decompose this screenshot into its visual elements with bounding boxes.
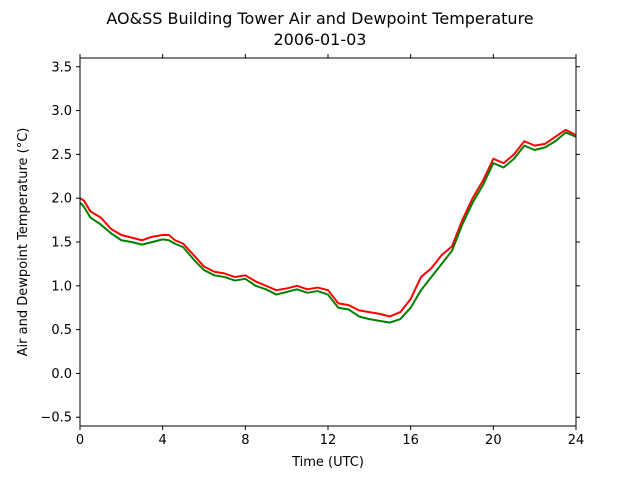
x-tick-label: 0 bbox=[76, 433, 84, 448]
y-tick-label: −0.5 bbox=[40, 411, 72, 426]
x-tick-label: 4 bbox=[159, 433, 167, 448]
x-axis-label: Time (UTC) bbox=[291, 455, 364, 470]
series-layer bbox=[79, 128, 577, 324]
y-tick-label: 0.5 bbox=[51, 323, 72, 338]
y-tick-label: 0.0 bbox=[51, 367, 72, 382]
x-tick-label: 24 bbox=[568, 433, 585, 448]
y-tick-label: 1.0 bbox=[51, 279, 72, 294]
x-tick-label: 20 bbox=[485, 433, 502, 448]
ticks-layer: 0 4 8 12 16 20 24 −0.5 0.0 0.5 1.0 1.5 2.0 2.5 3.0 3.5 bbox=[40, 54, 584, 448]
y-tick-label: 3.0 bbox=[51, 104, 72, 119]
x-tick-label: 16 bbox=[402, 433, 419, 448]
chart-subtitle: 2006-01-03 bbox=[274, 30, 367, 49]
x-tick-label: 12 bbox=[320, 433, 337, 448]
y-axis-label: Air and Dewpoint Temperature (°C) bbox=[16, 128, 31, 357]
plot-frame bbox=[79, 57, 577, 427]
y-tick-label: 2.5 bbox=[51, 148, 72, 163]
series-line-0 bbox=[79, 128, 577, 318]
y-tick-label: 3.5 bbox=[51, 60, 72, 75]
x-tick-label: 8 bbox=[241, 433, 249, 448]
chart-title: AO&SS Building Tower Air and Dewpoint Te… bbox=[106, 9, 533, 28]
series-line-1 bbox=[79, 131, 577, 324]
y-tick-label: 1.5 bbox=[51, 236, 72, 251]
y-tick-label: 2.0 bbox=[51, 192, 72, 207]
